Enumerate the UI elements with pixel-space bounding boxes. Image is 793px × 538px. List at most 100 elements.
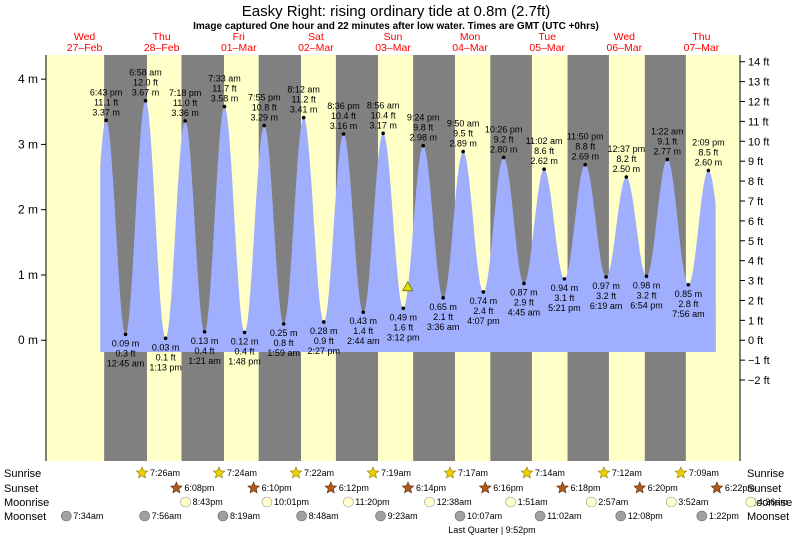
tide-ft-29: 2.8 ft [678,299,699,309]
tide-time-11: 2:27 pm [307,346,340,356]
day-date-4: 03–Mar [375,42,411,54]
tide-ft-21: 2.9 ft [514,297,535,307]
tide-time-22: 11:02 am [526,136,563,146]
tide-ft-9: 0.8 ft [274,338,295,348]
tide-point-2 [143,98,148,103]
tide-time-2: 6:58 am [129,68,162,78]
tide-water-area [100,100,716,352]
tide-point-18 [461,149,465,154]
moonset-time-5: 10:07am [467,511,502,521]
tide-ft-6: 11.7 ft [212,84,237,94]
tide-m-24: 2.69 m [571,152,599,162]
tide-ft-5: 0.4 ft [195,346,216,356]
tide-m-14: 3.17 m [369,120,397,130]
sunset-icon-2 [324,481,338,494]
tide-time-15: 3:12 pm [387,332,420,342]
row-label-left-sunset: Sunset [4,483,38,495]
moonset-time-7: 12:08pm [628,511,663,521]
tide-ft-28: 9.1 ft [657,136,678,146]
axes: 0 m 1 m 2 m 3 m 4 m −2 ft −1 ft 0 ft 1 ft 2 ft 3 f… [18,55,770,461]
sunset-icon-7 [710,481,724,494]
tide-ft-23: 3.1 ft [554,293,575,303]
tide-point-3 [163,336,168,341]
moonset-icon-6 [534,510,546,522]
tide-point-17 [441,296,445,300]
tide-point-26 [624,175,629,179]
right-tick-label-0: −2 ft [748,375,770,387]
day-name-0: Wed [74,31,96,43]
sunset-icon-1 [247,481,261,494]
tide-point-29 [686,282,691,287]
tide-ft-26: 8.2 ft [616,154,637,164]
tide-time-4: 7:18 pm [169,88,202,98]
tide-ft-16: 9.8 ft [413,123,434,133]
day-date-1: 28–Feb [144,42,180,54]
sunrise-time-0: 7:26am [150,468,180,478]
day-date-5: 04–Mar [452,42,488,54]
moonset-icon-1 [139,510,150,522]
sunrise-time-4: 7:17am [458,468,488,478]
moonrise-time-2: 11:20pm [355,497,389,507]
day-name-5: Mon [460,31,481,43]
tide-ft-3: 0.1 ft [156,352,177,362]
tide-m-5: 0.13 m [191,336,219,346]
tide-m-22: 2.62 m [530,156,558,166]
tide-m-20: 2.80 m [490,144,518,154]
tide-time-21: 4:45 am [508,307,541,317]
row-label-left-moonset: Moonset [4,511,46,523]
row-label-right-moonrise: Moonrise [747,497,792,509]
tide-point-0 [104,118,108,123]
sunrise-icon-4 [443,466,457,479]
left-tick-label-4: 4 m [18,72,38,86]
sunset-time-0: 6:08pm [184,483,214,493]
tide-time-8: 7:55 pm [248,92,281,102]
sunrise-time-3: 7:19am [381,468,411,478]
moonset-time-3: 8:48am [309,511,339,521]
sunset-icon-6 [633,481,647,494]
tide-time-1: 12:45 am [107,358,145,368]
tide-m-2: 3.67 m [132,88,160,98]
tide-m-10: 3.41 m [290,105,318,115]
tide-time-7: 1:48 pm [228,356,261,366]
tide-m-8: 3.29 m [250,112,278,122]
tide-point-6 [222,104,227,109]
sunset-icon-0 [169,481,183,494]
tide-time-17: 3:36 am [427,322,460,332]
tide-time-24: 11:50 pm [567,132,604,142]
sunset-time-3: 6:14pm [416,483,446,493]
tide-point-7 [242,330,247,335]
moonrise-time-5: 2:57am [598,497,628,507]
current-triangle [402,280,414,292]
tide-m-11: 0.28 m [310,326,338,336]
tide-ft-2: 12.0 ft [133,78,159,88]
day-name-6: Tue [538,31,556,43]
tide-ft-15: 1.6 ft [393,322,414,332]
tide-point-14 [381,131,385,136]
row-label-left-moonrise: Moonrise [4,497,49,509]
tide-m-18: 2.89 m [449,139,477,149]
tide-ft-18: 9.5 ft [453,129,474,139]
sunset-time-6: 6:20pm [648,483,678,493]
left-tick-label-2: 2 m [18,203,38,217]
tide-time-3: 1:13 pm [149,362,182,372]
tide-m-7: 0.12 m [231,336,259,346]
tide-m-28: 2.77 m [654,146,682,156]
right-tick-label-1: −1 ft [748,355,770,367]
tide-time-0: 6:43 pm [90,87,123,97]
tide-m-13: 0.43 m [349,316,377,326]
day-name-1: Thu [153,31,171,43]
row-label-right-sunset: Sunset [747,483,781,495]
sunset-time-7: 6:22pm [725,483,755,493]
tide-time-25: 6:19 am [590,301,623,311]
moonrise-time-0: 8:43pm [193,497,223,507]
tide-ft-27: 3.2 ft [636,290,657,300]
tide-ft-1: 0.3 ft [116,348,137,358]
tide-m-23: 0.94 m [551,283,579,293]
sunset-time-2: 6:12pm [339,483,369,493]
tide-point-5 [202,329,207,334]
tide-point-30 [706,168,711,173]
moonset-icon-0 [61,510,72,522]
right-tick-label-4: 2 ft [748,295,763,307]
